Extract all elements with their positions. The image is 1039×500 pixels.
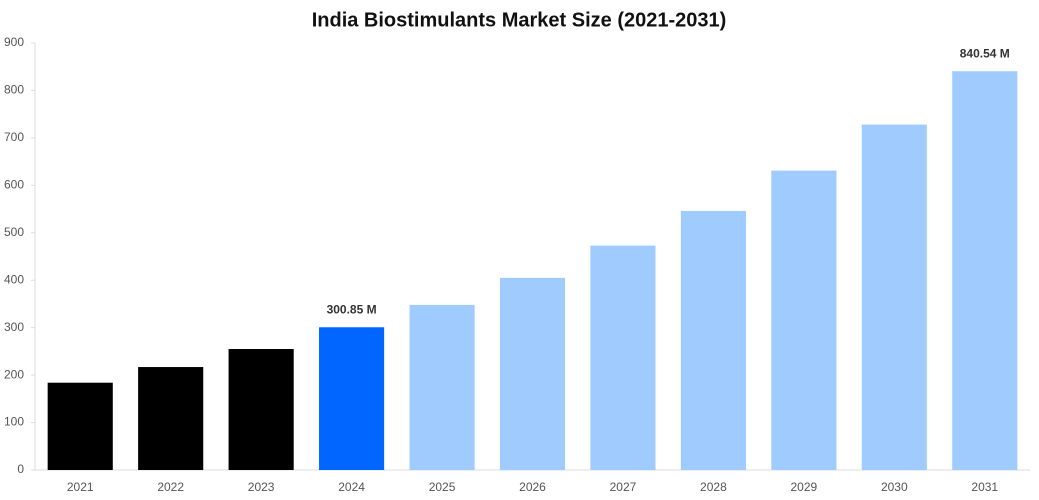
x-tick-label: 2021 [67,480,94,494]
x-tick-label: 2026 [519,480,546,494]
bar [861,124,927,471]
bar [228,349,294,470]
bar [47,382,113,470]
x-tick-label: 2030 [881,480,908,494]
bar [771,170,837,470]
x-tick-label: 2027 [610,480,637,494]
y-tick-label: 900 [4,35,24,49]
x-tick-label: 2028 [700,480,727,494]
y-tick-label: 400 [4,272,24,286]
y-tick-label: 300 [4,320,24,334]
y-tick-label: 800 [4,83,24,97]
chart-title: India Biostimulants Market Size (2021-20… [312,9,727,31]
value-label: 840.54 M [960,46,1010,60]
x-tick-label: 2025 [429,480,456,494]
bar [409,304,475,470]
x-tick-label: 2024 [338,480,365,494]
y-tick-label: 0 [17,462,24,476]
x-tick-label: 2022 [157,480,184,494]
y-tick-label: 500 [4,225,24,239]
y-tick-label: 200 [4,367,24,381]
bar [680,210,746,470]
y-tick-label: 100 [4,415,24,429]
value-label: 300.85 M [327,302,377,316]
x-tick-label: 2031 [971,480,998,494]
bar [952,71,1018,471]
bar [319,327,385,470]
bar [590,245,656,470]
y-tick-label: 700 [4,130,24,144]
y-tick-label: 600 [4,178,24,192]
x-tick-label: 2029 [791,480,818,494]
bar [138,367,204,470]
bar [499,277,566,470]
x-tick-label: 2023 [248,480,275,494]
